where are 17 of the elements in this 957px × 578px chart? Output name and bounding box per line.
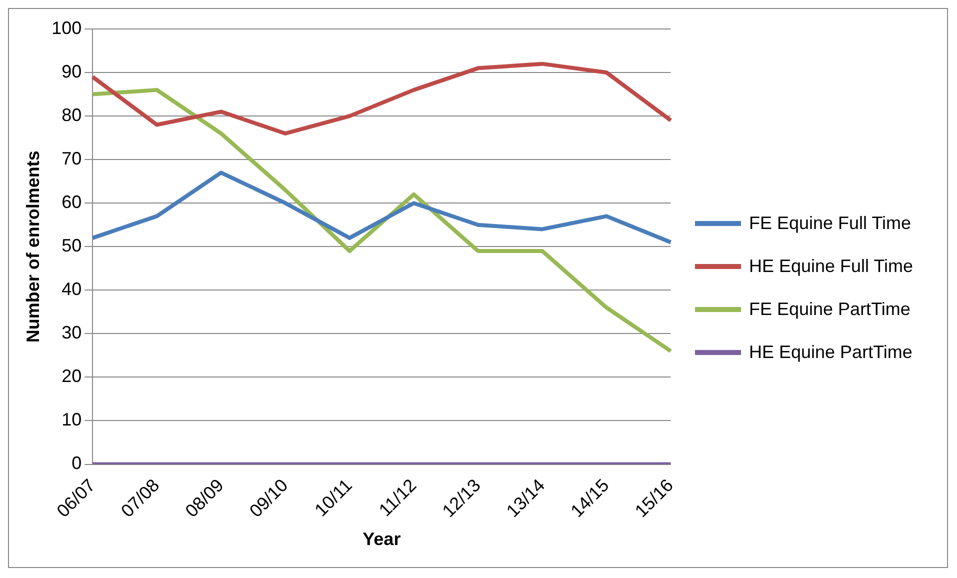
y-tick-label: 20 [62, 366, 82, 386]
legend-label: HE Equine Full Time [749, 256, 914, 277]
y-axis-title: Number of enrolments [22, 150, 43, 343]
y-tick-label: 10 [62, 410, 82, 430]
y-tick-label: 100 [52, 18, 82, 38]
x-axis-title: Year [362, 529, 401, 550]
legend-label: HE Equine PartTime [749, 342, 912, 363]
y-tick-label: 30 [62, 322, 82, 343]
y-tick-label: 90 [62, 61, 82, 82]
legend-label: FE Equine Full Time [749, 213, 912, 234]
y-tick-label: 0 [72, 453, 82, 474]
legend-label: FE Equine PartTime [749, 299, 910, 320]
y-tick-label: 50 [62, 236, 82, 256]
y-tick-label: 60 [62, 192, 82, 212]
y-tick-label: 70 [62, 148, 82, 169]
y-tick-label: 80 [62, 105, 82, 126]
y-tick-label: 40 [62, 279, 82, 300]
